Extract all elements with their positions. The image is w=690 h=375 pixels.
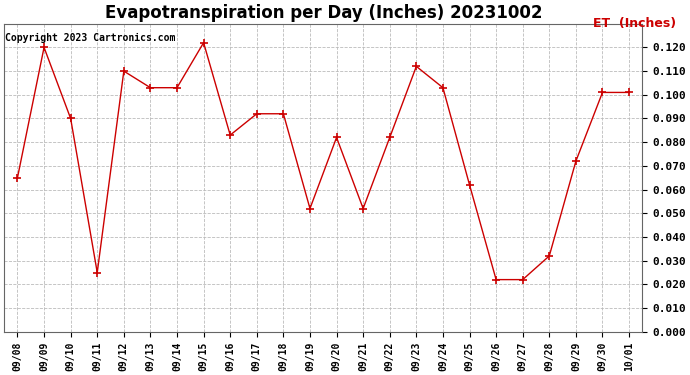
Title: Evapotranspiration per Day (Inches) 20231002: Evapotranspiration per Day (Inches) 2023…: [104, 4, 542, 22]
Text: ET  (Inches): ET (Inches): [593, 17, 676, 30]
Text: Copyright 2023 Cartronics.com: Copyright 2023 Cartronics.com: [6, 33, 176, 43]
